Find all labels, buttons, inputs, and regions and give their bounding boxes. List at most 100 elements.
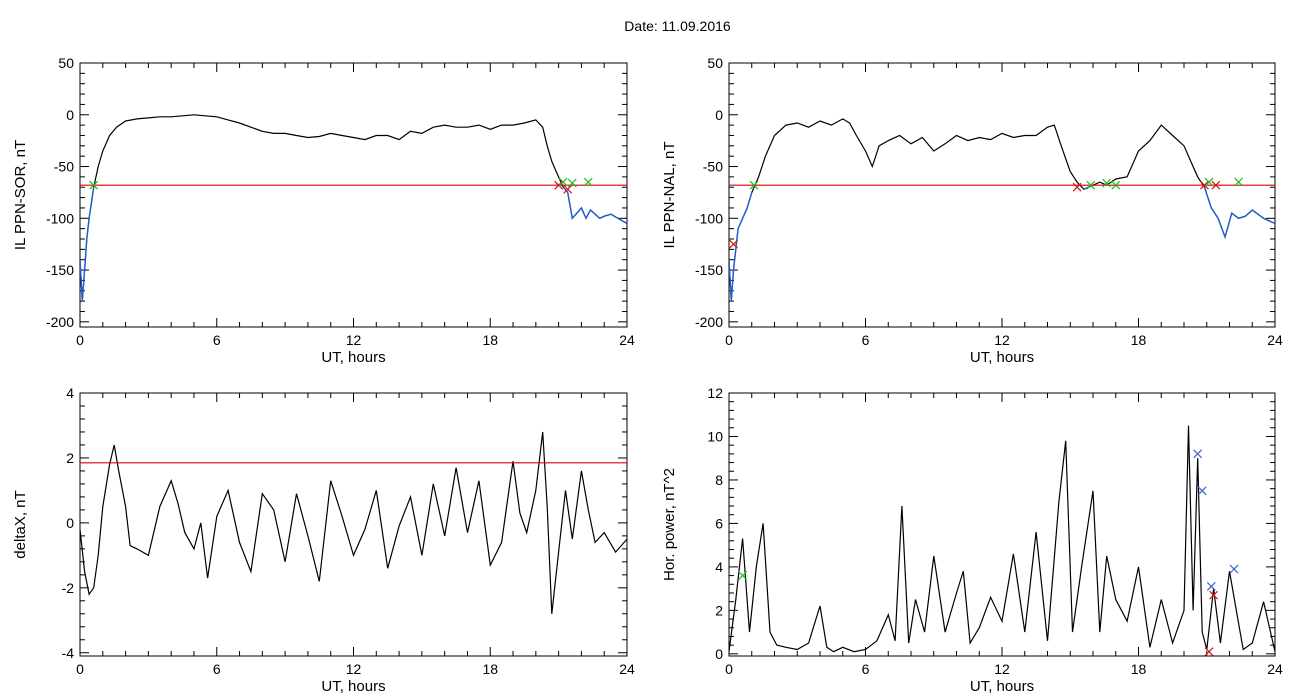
y-tick-label: -50 — [54, 159, 74, 175]
cross-marker — [583, 177, 593, 187]
cross-marker — [1200, 180, 1209, 190]
x-tick-label: 0 — [76, 332, 84, 348]
y-tick-label: 50 — [58, 55, 74, 71]
y-tick-label: 2 — [66, 450, 74, 466]
cross-stroke — [583, 177, 593, 187]
y-axis-title: Hor. power, nT^2 — [661, 468, 678, 581]
x-tick-label: 18 — [482, 661, 498, 677]
cross-marker — [1234, 177, 1244, 187]
x-tick-label: 6 — [213, 332, 221, 348]
cross-stroke — [563, 184, 573, 194]
cross-marker — [558, 177, 568, 187]
cross-stroke — [1193, 449, 1203, 459]
x-tick-label: 0 — [725, 332, 733, 348]
cross-stroke — [1086, 180, 1096, 190]
cross-stroke — [1204, 177, 1214, 187]
x-axis-title: UT, hours — [321, 678, 385, 695]
x-tick-label: 0 — [725, 661, 733, 677]
cross-marker — [738, 571, 748, 581]
x-tick-label: 18 — [1131, 332, 1147, 348]
plot-frame — [728, 62, 1276, 328]
cross-stroke — [1206, 582, 1216, 591]
cross-stroke — [1197, 486, 1207, 496]
series-line — [80, 431, 627, 614]
cross-stroke — [1102, 178, 1112, 188]
x-tick-label: 24 — [1267, 332, 1283, 348]
cross-marker — [89, 180, 99, 190]
x-tick-label: 6 — [862, 661, 870, 677]
series-line — [729, 118, 1275, 302]
cross-marker — [567, 178, 577, 188]
cross-stroke — [1229, 564, 1239, 574]
cross-marker — [1206, 582, 1216, 591]
y-tick-label: -200 — [46, 314, 74, 330]
below-threshold-segment — [729, 192, 753, 302]
cross-marker — [1193, 449, 1203, 459]
x-tick-label: 6 — [213, 661, 221, 677]
panel-il-ppn-sor: 0 6 12 18 24 50 0 -50 -100 -150 -200 UT, hours IL PP… — [12, 55, 635, 366]
panel-deltax: 0 6 12 18 24 4 2 0 -2 -4 UT, hours deltaX, nT — [12, 385, 635, 695]
x-tick-label: 12 — [994, 332, 1010, 348]
y-tick-label: -150 — [46, 262, 74, 278]
y-tick-label: -4 — [62, 645, 75, 661]
x-axis-title: UT, hours — [970, 678, 1034, 695]
y-axis-title: deltaX, nT — [12, 490, 29, 558]
y-tick-label: 12 — [707, 385, 723, 401]
y-tick-label: -150 — [695, 262, 723, 278]
cross-marker — [1102, 178, 1112, 188]
below-threshold-segment — [562, 186, 627, 225]
panel-il-ppn-nal: 0 6 12 18 24 50 0 -50 -100 -150 -200 UT, hours IL PP… — [661, 55, 1283, 366]
series-line — [80, 114, 627, 302]
page-title: Date: 11.09.2016 — [624, 18, 731, 34]
plot-frame — [728, 392, 1276, 657]
cross-stroke — [749, 180, 759, 190]
x-axis-title: UT, hours — [970, 349, 1034, 366]
x-tick-label: 24 — [1267, 661, 1283, 677]
y-tick-label: 0 — [715, 646, 723, 662]
cross-marker — [1204, 647, 1214, 657]
cross-stroke — [1211, 180, 1221, 190]
y-tick-label: -200 — [695, 314, 723, 330]
x-tick-label: 12 — [994, 661, 1010, 677]
cross-stroke — [1209, 590, 1218, 600]
y-tick-label: 4 — [715, 559, 723, 575]
cross-stroke — [1234, 177, 1244, 187]
cross-stroke — [567, 178, 577, 188]
x-tick-label: 0 — [76, 661, 84, 677]
series-line — [729, 425, 1275, 653]
y-tick-label: 10 — [707, 428, 723, 444]
cross-stroke — [1200, 180, 1209, 190]
x-tick-label: 12 — [346, 332, 362, 348]
cross-stroke — [558, 177, 568, 187]
cross-marker — [1197, 486, 1207, 496]
cross-marker — [563, 184, 573, 194]
y-tick-label: 6 — [715, 515, 723, 531]
y-tick-label: 0 — [715, 107, 723, 123]
x-tick-label: 24 — [619, 661, 635, 677]
y-tick-label: 0 — [66, 107, 74, 123]
y-tick-label: 4 — [66, 385, 74, 401]
cross-stroke — [1072, 182, 1082, 192]
x-axis-title: UT, hours — [321, 349, 385, 366]
y-axis-title: IL PPN-SOR, nT — [12, 140, 29, 250]
cross-stroke — [1204, 647, 1214, 657]
x-tick-label: 18 — [1131, 661, 1147, 677]
y-tick-label: -100 — [695, 210, 723, 226]
x-tick-label: 12 — [346, 661, 362, 677]
y-tick-label: 2 — [715, 602, 723, 618]
x-tick-label: 6 — [862, 332, 870, 348]
cross-marker — [1209, 590, 1218, 600]
cross-marker — [554, 180, 564, 190]
x-tick-label: 24 — [619, 332, 635, 348]
y-tick-label: -2 — [62, 580, 75, 596]
y-tick-label: -50 — [703, 159, 723, 175]
cross-marker — [1072, 182, 1082, 192]
y-axis-title: IL PPN-NAL, nT — [661, 142, 678, 249]
plot-frame — [79, 62, 628, 328]
y-tick-label: 0 — [66, 515, 74, 531]
below-threshold-segment — [80, 187, 95, 302]
y-tick-label: -100 — [46, 210, 74, 226]
panel-hor-power: 0 6 12 18 24 12 10 8 6 4 2 0 UT, hours Hor. power, nT… — [661, 385, 1283, 695]
cross-marker — [1086, 180, 1096, 190]
